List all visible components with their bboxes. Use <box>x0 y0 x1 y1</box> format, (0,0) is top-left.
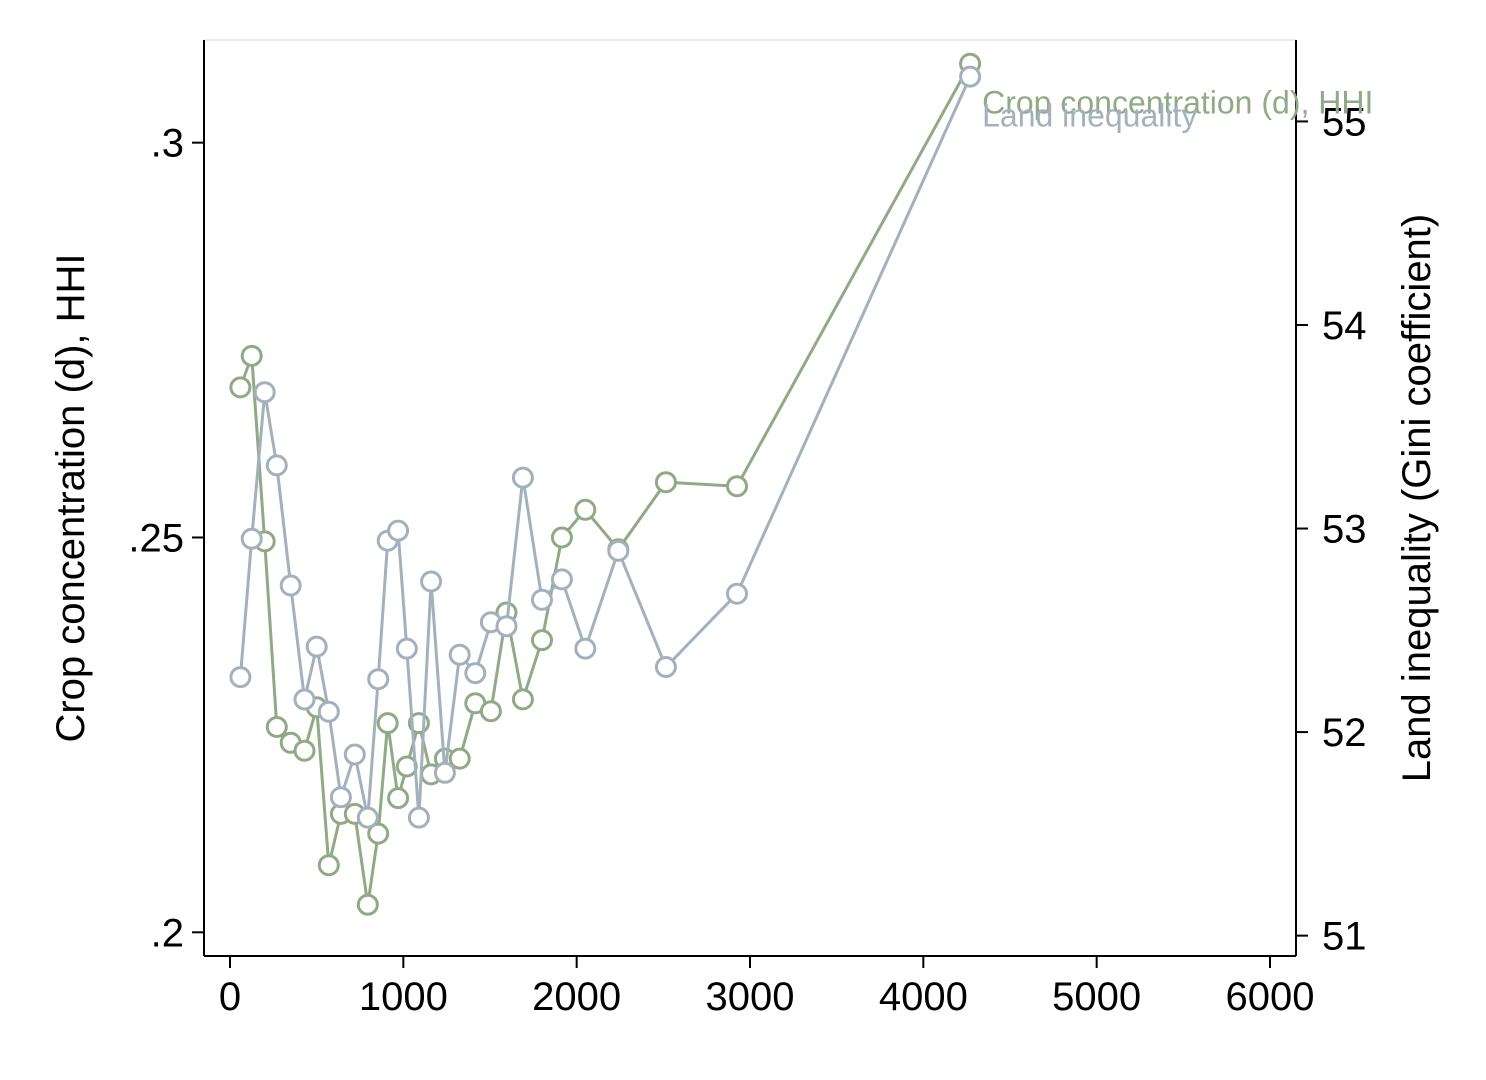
y-right-axis-title: Land inequality (Gini coefficient) <box>1395 214 1439 782</box>
y-right-tick-label: 54 <box>1322 304 1367 348</box>
y-right-tick-label: 51 <box>1322 915 1367 959</box>
y-left-tick-label: .2 <box>151 911 184 955</box>
crop-concentration-point <box>293 739 316 762</box>
x-tick-label: 6000 <box>1226 975 1315 1019</box>
crop-concentration-point <box>654 471 677 494</box>
series-layer <box>229 52 982 916</box>
crop-concentration-point <box>574 498 597 521</box>
land-inequality-point <box>343 743 366 766</box>
crop-concentration-point <box>511 688 534 711</box>
crop-concentration-point <box>479 700 502 723</box>
y-right-tick-label: 55 <box>1322 100 1367 144</box>
x-tick-label: 4000 <box>879 975 968 1019</box>
land-inequality-line <box>238 75 972 818</box>
crop-concentration-point <box>531 629 553 652</box>
land-inequality-point <box>550 568 573 591</box>
land-inequality-point <box>229 666 252 689</box>
land-inequality-point <box>253 381 276 404</box>
land-inequality-point <box>317 700 340 723</box>
y-right-tick-label: 52 <box>1322 711 1367 755</box>
crop-concentration-point <box>356 893 379 916</box>
land-inequality-point <box>495 615 518 638</box>
y-right-tick-label: 53 <box>1322 508 1367 552</box>
x-tick-label: 5000 <box>1052 975 1141 1019</box>
x-tick-label: 1000 <box>359 975 448 1019</box>
x-tick-label: 2000 <box>532 975 621 1019</box>
land-inequality-point <box>726 582 748 605</box>
crop-concentration-point <box>367 822 390 845</box>
land-inequality-point <box>395 637 418 660</box>
crop-concentration-point <box>387 787 410 810</box>
x-tick-label: 0 <box>219 975 241 1019</box>
land-inequality-point <box>464 662 487 685</box>
crop-concentration-point <box>317 854 340 877</box>
crop-concentration-point <box>229 376 252 399</box>
crop-concentration-point <box>265 716 288 738</box>
land-inequality-point <box>607 539 630 562</box>
crop-concentration-point <box>240 344 263 367</box>
crop-concentration-point <box>376 712 399 735</box>
crop-concentration-point <box>550 526 573 549</box>
y-left-tick-label: .3 <box>151 122 184 166</box>
land-inequality-point <box>265 454 288 477</box>
x-tick-label: 3000 <box>706 975 795 1019</box>
land-inequality-point <box>293 688 316 711</box>
land-inequality-point <box>433 761 456 784</box>
land-inequality-series <box>229 65 982 829</box>
land-inequality-point <box>654 656 677 678</box>
y-left-tick-label: .25 <box>128 516 184 560</box>
land-inequality-point <box>367 668 390 691</box>
land-inequality-point <box>574 637 597 660</box>
land-inequality-point <box>356 806 379 829</box>
land-inequality-point <box>531 588 553 611</box>
land-inequality-point <box>959 65 982 88</box>
land-inequality-point <box>240 527 263 550</box>
crop-concentration-point <box>448 747 471 770</box>
land-inequality-series-label: Land inequality <box>982 98 1197 134</box>
land-inequality-point <box>448 643 471 666</box>
land-inequality-point <box>305 635 328 658</box>
land-inequality-point <box>511 466 534 489</box>
land-inequality-point <box>387 519 410 542</box>
land-inequality-point <box>279 574 302 597</box>
y-left-axis-title: Crop concentration (d), HHI <box>49 253 93 742</box>
crop-concentration-point <box>726 475 748 498</box>
axes: 0 1000 2000 3000 4000 5000 6000 .2 .25 .3 51 52 53 54… <box>128 40 1367 1019</box>
land-inequality-point <box>407 806 430 829</box>
land-inequality-point <box>329 786 352 809</box>
land-inequality-point <box>420 570 443 593</box>
crop-concentration-series-label: Crop concentration (d), HHI <box>982 85 1373 121</box>
